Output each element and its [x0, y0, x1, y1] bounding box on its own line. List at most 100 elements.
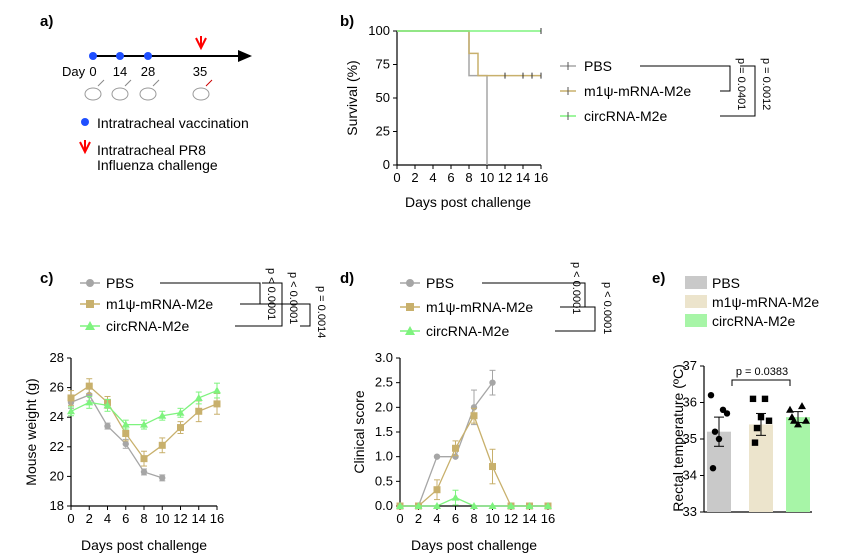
stat-bracket-c3 [240, 303, 311, 327]
legend-text-m1: m1ψ-mRNA-M2e [584, 83, 691, 99]
y-tick-label: 35 [683, 431, 697, 446]
legend-marker-m1 [406, 303, 414, 311]
y-tick-label: 0.5 [375, 473, 393, 488]
dot-pbs [711, 428, 719, 435]
data-point-2 [470, 502, 478, 509]
x-tick-label: 8 [465, 170, 472, 185]
legend-text-circ: circRNA-M2e [712, 313, 795, 329]
series-line-2 [70, 389, 218, 426]
legend-text-pbs: PBS [426, 275, 454, 291]
y-tick-label: 100 [368, 23, 390, 38]
y-tick-label: 2.0 [375, 399, 393, 414]
panel-e: e) PBS m1ψ-mRNA-M2e circRNA-M2e 33 34 35 36… [652, 270, 819, 519]
dot-pbs [719, 406, 727, 413]
weight-xlabel: Days post challenge [81, 537, 207, 553]
survival-xlabel: Days post challenge [405, 194, 531, 210]
vaccination-dot-0 [89, 52, 97, 60]
data-point-1 [195, 407, 203, 415]
data-point-0 [433, 453, 441, 460]
x-tick-label: 2 [415, 511, 422, 526]
panel-d: d) PBS m1ψ-mRNA-M2e circRNA-M2e p < 0.00… [340, 262, 613, 553]
data-point-1 [213, 400, 221, 408]
stat-bracket-e [731, 379, 791, 386]
data-point-2 [67, 407, 75, 415]
data-point-0 [159, 474, 166, 482]
data-point-2 [433, 502, 441, 509]
y-tick-label: 0.0 [375, 498, 393, 513]
data-point-2 [451, 493, 460, 501]
dot-circ [788, 413, 796, 421]
score-xlabel: Days post challenge [411, 537, 537, 553]
legend-text-m1: m1ψ-mRNA-M2e [426, 299, 533, 315]
y-tick-label: 75 [376, 57, 390, 72]
y-tick-label: 25 [376, 124, 390, 139]
data-point-2 [414, 502, 423, 509]
panel-c-label: c) [40, 270, 53, 287]
x-tick-label: 0 [393, 170, 400, 185]
y-tick-label: 50 [376, 90, 390, 105]
x-tick-label: 14 [522, 511, 536, 526]
stat-c1: p < 0.0001 [265, 268, 277, 320]
legend-text-pbs: PBS [712, 275, 740, 291]
dot-circ [786, 405, 794, 413]
x-tick-label: 4 [104, 511, 111, 526]
data-point-2 [507, 502, 515, 509]
x-tick-label: 16 [210, 511, 224, 526]
data-point-1 [177, 424, 184, 432]
y-tick-label: 37 [683, 358, 697, 373]
x-tick-label: 12 [173, 511, 187, 526]
vaccination-dot-28 [144, 52, 152, 60]
x-tick-label: 0 [67, 511, 74, 526]
series-line-0 [400, 382, 494, 507]
data-point-1 [85, 382, 93, 390]
legend-text-pbs: PBS [106, 275, 134, 291]
panel-c: c) PBS m1ψ-mRNA-M2e circRNA-M2e p < 0.00… [23, 268, 327, 553]
data-point-0 [470, 404, 478, 411]
dot-circ [802, 416, 810, 424]
panel-b-label: b) [340, 13, 354, 30]
x-tick-label: 8 [470, 511, 477, 526]
legend-marker-pbs [406, 279, 414, 287]
dot-m1 [753, 424, 761, 432]
data-point-2 [194, 393, 203, 401]
timeline-day-35: 35 [193, 64, 207, 79]
data-point-1 [433, 486, 441, 494]
weight-ylabel: Mouse weight (g) [23, 378, 39, 485]
legend-marker-circ [405, 326, 415, 335]
y-tick-label: 3.0 [375, 350, 393, 365]
legend-text-pbs: PBS [584, 58, 612, 74]
data-point-0 [140, 468, 148, 476]
x-tick-label: 10 [480, 170, 494, 185]
y-tick-label: 2.5 [375, 375, 393, 390]
survival-legend: PBS m1ψ-mRNA-M2e circRNA-M2e [560, 58, 691, 124]
legend-swatch-m1 [685, 295, 707, 308]
dot-circ [798, 402, 806, 410]
dot-m1 [765, 417, 773, 424]
x-tick-label: 4 [429, 170, 436, 185]
timeline-day-label: Day [62, 64, 86, 79]
dot-m1 [757, 413, 765, 421]
score-legend: PBS m1ψ-mRNA-M2e circRNA-M2e [400, 275, 533, 339]
vaccination-legend-text: Intratracheal vaccination [97, 115, 249, 131]
dot-m1 [749, 395, 757, 403]
stat-bracket-d2 [555, 306, 596, 332]
y-tick-label: 22 [50, 439, 64, 454]
stat-d2: p < 0.0001 [601, 282, 613, 334]
data-point-2 [103, 401, 112, 409]
y-tick-label: 1.5 [375, 424, 393, 439]
temperature-plot-area: 33 34 35 36 37 [683, 358, 812, 519]
stat-c3: p = 0.0014 [315, 286, 327, 338]
panel-e-label: e) [652, 270, 665, 287]
data-point-0 [489, 379, 496, 386]
data-point-2 [176, 408, 185, 416]
x-tick-label: 14 [516, 170, 530, 185]
data-point-2 [213, 386, 221, 394]
x-tick-label: 2 [411, 170, 418, 185]
x-tick-label: 6 [447, 170, 454, 185]
data-point-0 [122, 440, 129, 448]
dot-m1 [761, 395, 769, 403]
x-tick-label: 14 [192, 511, 206, 526]
series-line-1 [400, 414, 548, 507]
